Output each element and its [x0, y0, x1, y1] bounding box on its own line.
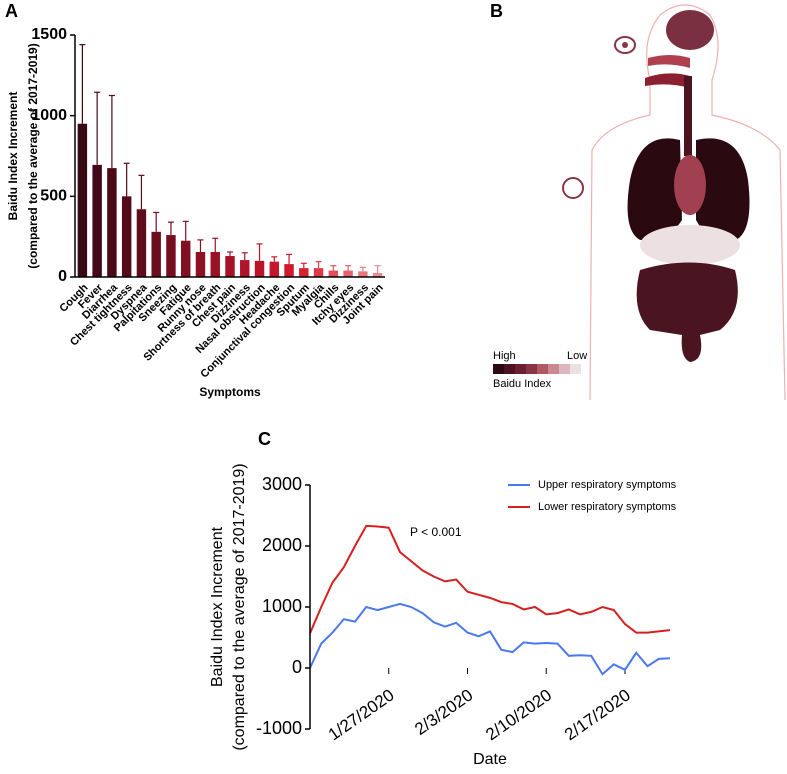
bar — [269, 261, 280, 277]
nasal-cavity — [648, 55, 690, 68]
panel-label: B — [490, 1, 503, 21]
eye-icon — [614, 36, 636, 54]
legend-label: Lower respiratory symptoms — [538, 501, 677, 513]
swatch — [504, 364, 515, 374]
y-tick-label: 1500 — [31, 26, 67, 43]
left-lung — [627, 138, 682, 240]
bar — [210, 251, 220, 277]
bar — [254, 260, 265, 277]
bar — [92, 164, 102, 277]
annotation: P < 0.001 — [410, 525, 462, 539]
bar — [195, 251, 206, 277]
legend-high: High — [493, 350, 516, 362]
bar — [299, 268, 309, 277]
body-illustration — [562, 4, 786, 401]
y-tick-label: 2000 — [262, 535, 302, 555]
x-tick-label: 2/10/2020 — [482, 685, 555, 744]
series-line — [309, 524, 671, 634]
eye-pupil — [622, 42, 628, 48]
swatch — [526, 364, 537, 374]
swatch — [548, 364, 559, 374]
x-axis-label: Symptoms — [199, 385, 261, 399]
y-axis-label: Baidu Index Increment — [209, 526, 226, 687]
bar — [107, 168, 117, 277]
y-tick-label: -1000 — [256, 718, 302, 738]
series-line — [309, 602, 671, 676]
y-tick-label: 1000 — [31, 107, 67, 124]
trachea — [684, 76, 692, 156]
right-lung — [696, 138, 750, 240]
swatch — [559, 364, 570, 374]
bar — [240, 260, 250, 277]
bar — [121, 196, 132, 277]
bar — [77, 123, 88, 277]
bar — [313, 268, 324, 277]
legend-label: Upper respiratory symptoms — [538, 479, 677, 491]
y-tick-label: 3000 — [262, 474, 302, 494]
bar — [151, 231, 161, 277]
x-tick-label: 2/3/2020 — [411, 685, 476, 739]
body-outline — [589, 4, 786, 401]
bar — [372, 272, 383, 277]
x-tick-label: 2/17/2020 — [561, 685, 634, 744]
swatch — [537, 364, 548, 374]
brain — [666, 10, 714, 50]
bar — [225, 256, 235, 277]
legend-title: Baidu Index — [493, 378, 552, 390]
mouth — [645, 73, 690, 88]
panel-label: A — [5, 1, 18, 21]
bar — [180, 240, 191, 277]
y-axis-label: Baidu Index Increment — [6, 92, 20, 221]
bar — [328, 270, 339, 277]
heart — [674, 155, 706, 215]
swatch — [570, 364, 581, 374]
x-tick-label: 1/27/2020 — [325, 685, 398, 744]
y-tick-label: 0 — [292, 657, 302, 677]
y-tick-label: 0 — [58, 268, 67, 285]
x-axis-label: Date — [473, 751, 507, 768]
bar — [358, 271, 368, 277]
bar — [136, 209, 147, 277]
bar — [166, 235, 176, 277]
swatch — [515, 364, 526, 374]
y-tick-label: 500 — [40, 188, 67, 205]
legend-low: Low — [567, 350, 587, 362]
color-scale — [493, 364, 581, 374]
panel-label: C — [258, 429, 271, 449]
liver — [640, 225, 740, 265]
bar — [284, 264, 294, 277]
y-axis-label: (compared to the average of 2017-2019) — [231, 463, 248, 750]
y-tick-label: 1000 — [262, 596, 302, 616]
swatch — [493, 364, 504, 374]
bar — [343, 270, 353, 277]
ear-icon — [562, 177, 584, 199]
intestines — [636, 262, 738, 362]
y-axis-label: (compared to the average of 2017-2019) — [26, 43, 40, 268]
